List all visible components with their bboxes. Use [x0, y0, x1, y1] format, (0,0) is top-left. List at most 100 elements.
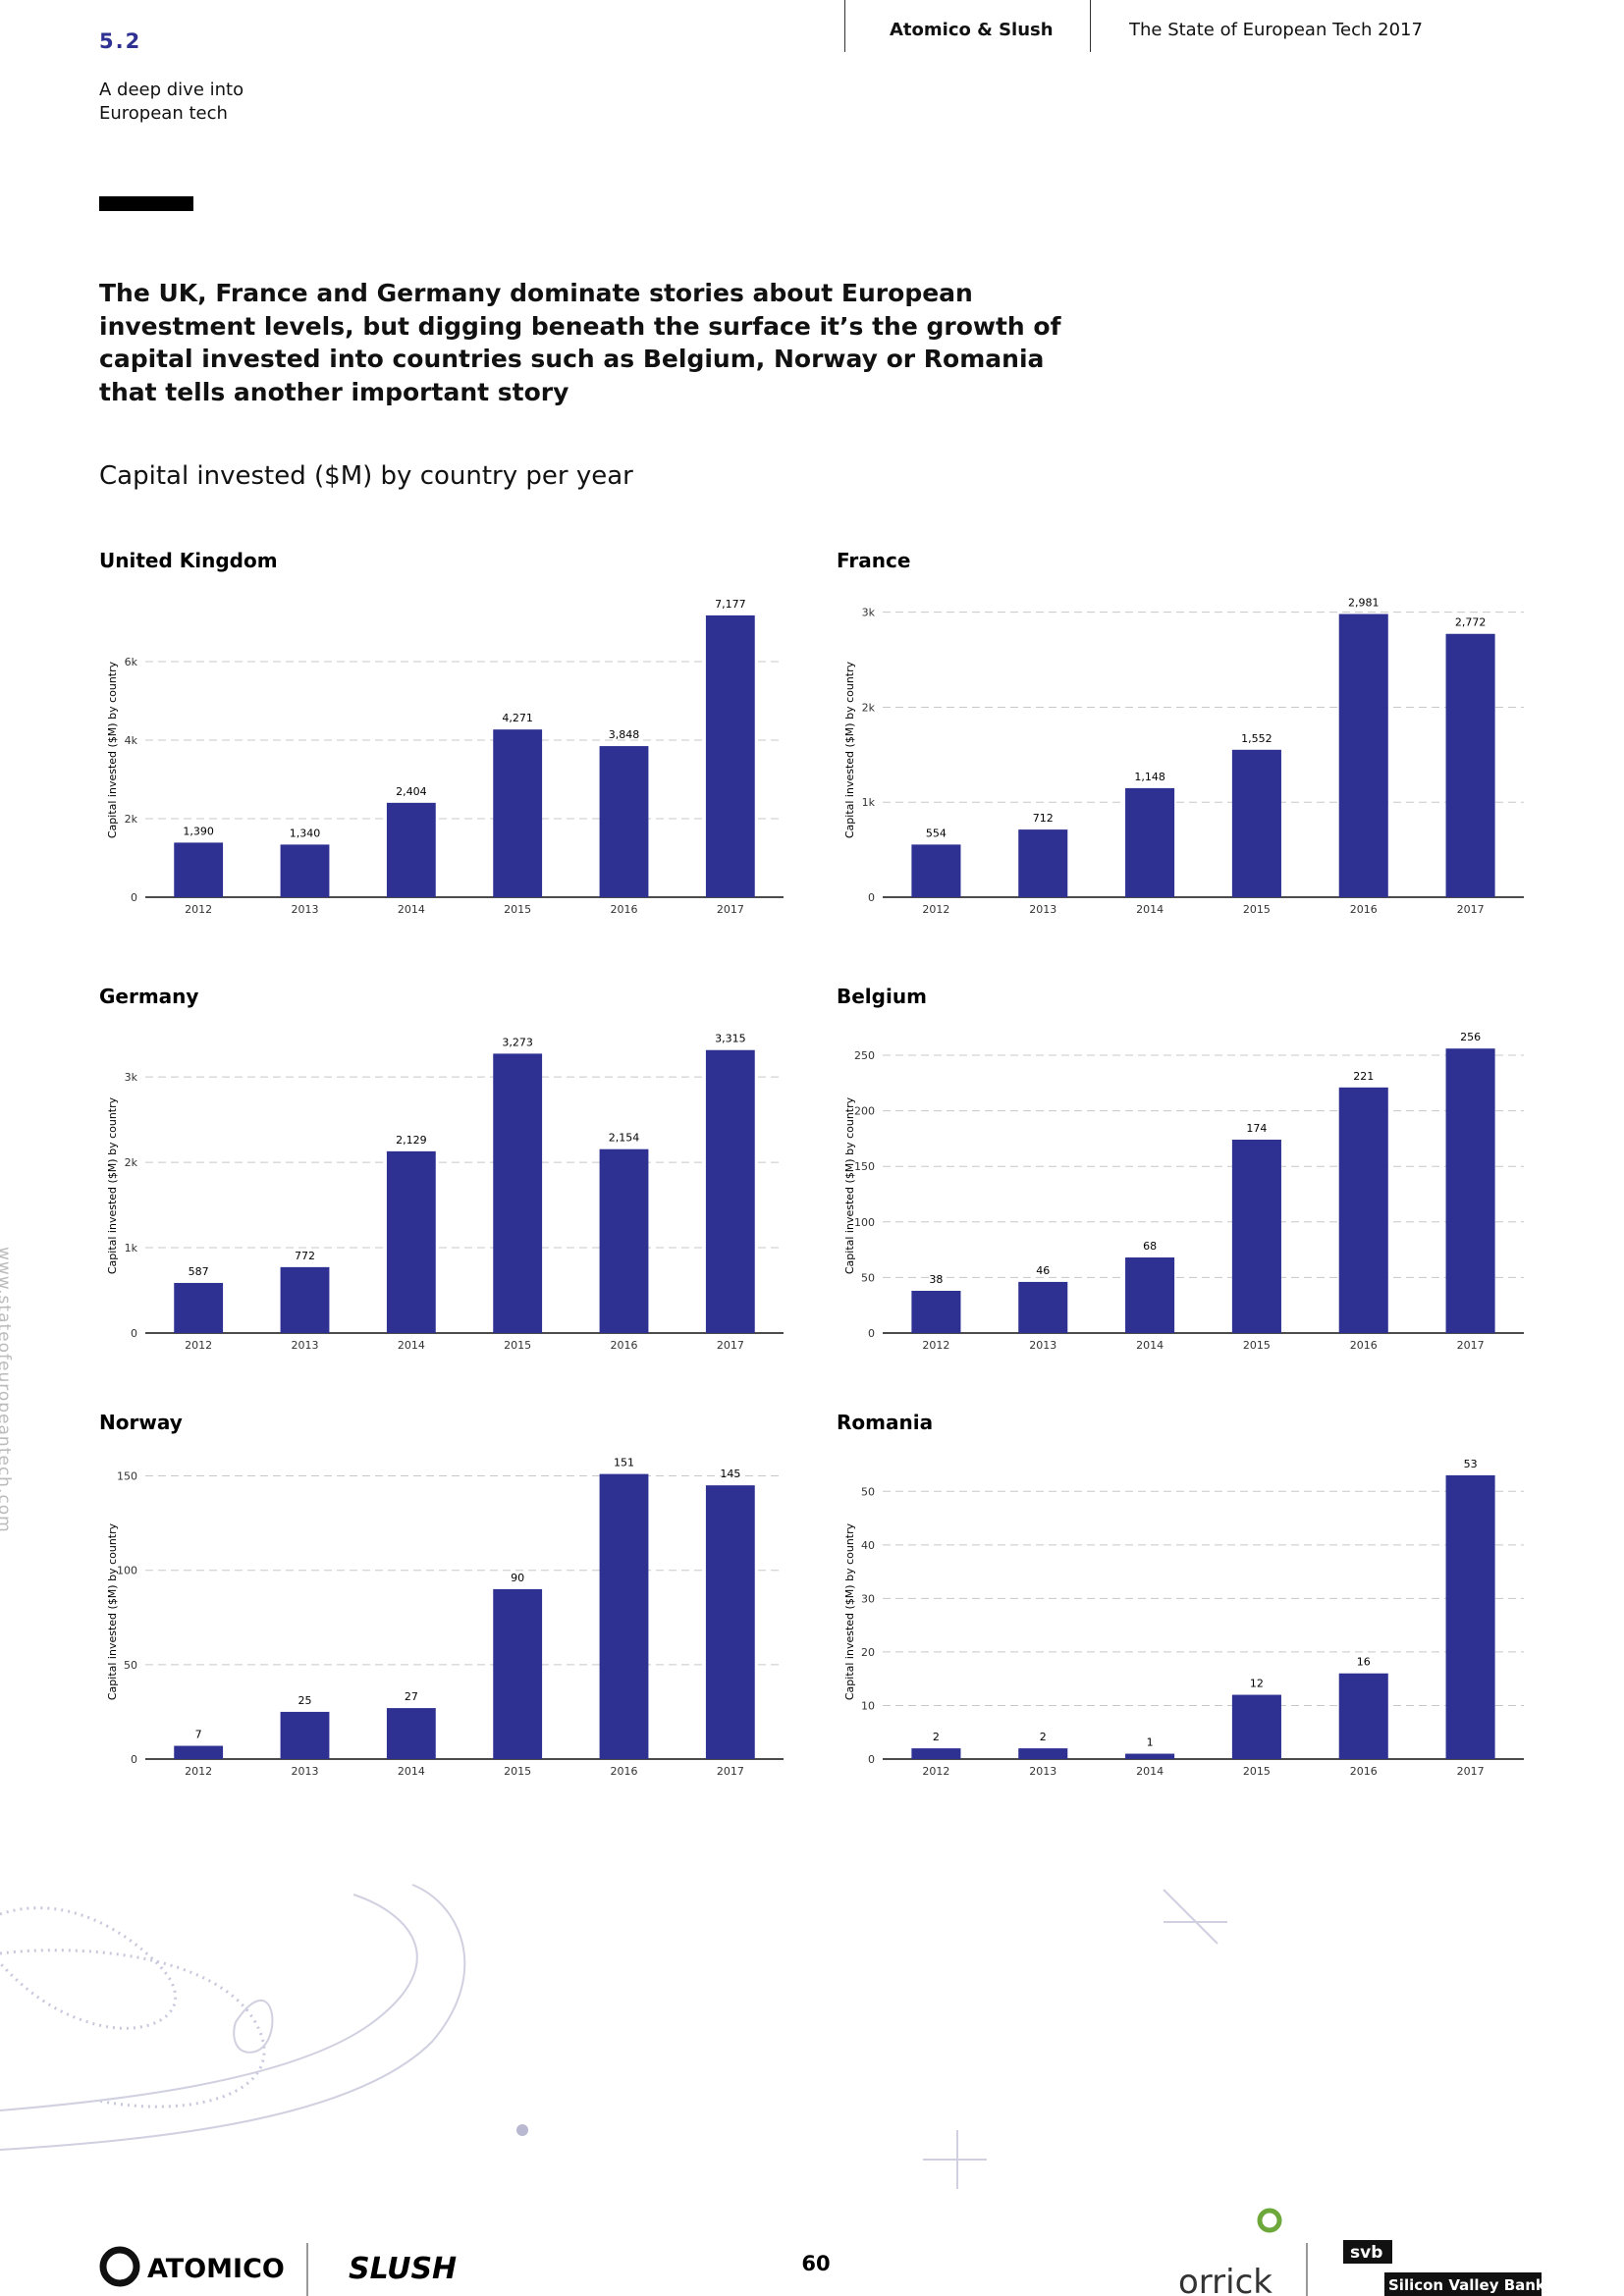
- value-label: 554: [926, 827, 947, 839]
- value-label: 174: [1246, 1122, 1267, 1135]
- x-tick-label: 2013: [1029, 1765, 1056, 1778]
- bar: [1018, 829, 1068, 897]
- bar: [1231, 1694, 1281, 1759]
- y-tick-label: 150: [117, 1470, 137, 1483]
- x-tick-label: 2015: [504, 1765, 531, 1778]
- y-tick-label: 3k: [125, 1071, 138, 1084]
- bar: [1125, 1257, 1175, 1333]
- y-axis-label: Capital invested ($M) by country: [843, 1096, 856, 1274]
- y-tick-label: 0: [131, 891, 137, 904]
- section-title-line: A deep dive into: [99, 80, 244, 100]
- x-tick-label: 2012: [922, 1339, 949, 1352]
- value-label: 2: [1040, 1731, 1047, 1743]
- y-tick-label: 10: [861, 1699, 875, 1712]
- bar: [911, 844, 961, 897]
- bar: [280, 1711, 330, 1759]
- x-tick-label: 2012: [922, 903, 949, 916]
- value-label: 7,177: [715, 598, 746, 611]
- x-tick-label: 2015: [1243, 1765, 1271, 1778]
- y-tick-label: 200: [854, 1105, 875, 1118]
- y-tick-label: 0: [868, 1327, 875, 1340]
- value-label: 145: [720, 1468, 740, 1480]
- x-tick-label: 2013: [292, 1765, 319, 1778]
- svb-box: [1384, 2272, 1542, 2296]
- x-tick-label: 2012: [922, 1765, 949, 1778]
- y-axis-label: Capital invested ($M) by country: [106, 661, 119, 838]
- x-tick-label: 2015: [1243, 903, 1271, 916]
- bar: [174, 1282, 224, 1333]
- logo-svb-name: Silicon Valley Bank: [1388, 2276, 1546, 2294]
- value-label: 1,552: [1241, 732, 1272, 745]
- bar: [386, 1150, 436, 1333]
- y-tick-label: 1k: [125, 1242, 138, 1255]
- bar: [1338, 1087, 1388, 1333]
- chart-title: Belgium: [837, 985, 927, 1008]
- x-tick-label: 2017: [1457, 903, 1485, 916]
- value-label: 772: [295, 1250, 315, 1262]
- y-axis-label: Capital invested ($M) by country: [843, 661, 856, 838]
- bar: [1231, 749, 1281, 897]
- bar: [1445, 1474, 1495, 1759]
- bar: [1125, 1753, 1175, 1759]
- y-tick-label: 0: [131, 1753, 137, 1766]
- headline: The UK, France and Germany dominate stor…: [99, 277, 1060, 408]
- value-label: 221: [1353, 1070, 1374, 1083]
- y-tick-label: 0: [131, 1327, 137, 1340]
- chart-title: United Kingdom: [99, 549, 278, 572]
- value-label: 3,848: [609, 728, 640, 741]
- orrick-mark: [1257, 2208, 1282, 2233]
- bar: [599, 1148, 649, 1333]
- value-label: 12: [1250, 1678, 1264, 1690]
- x-tick-label: 2015: [504, 903, 531, 916]
- value-label: 1,340: [290, 827, 321, 839]
- section-number: 5.2: [99, 29, 142, 53]
- y-axis-label: Capital invested ($M) by country: [843, 1522, 856, 1700]
- chart-title: France: [837, 549, 910, 572]
- bar: [705, 1049, 755, 1333]
- x-tick-label: 2016: [1350, 1765, 1378, 1778]
- report-title: The State of European Tech 2017: [1129, 20, 1423, 40]
- x-tick-label: 2013: [292, 903, 319, 916]
- bar: [911, 1290, 961, 1333]
- bar: [1018, 1281, 1068, 1333]
- x-tick-label: 2014: [1136, 1339, 1164, 1352]
- value-label: 2,772: [1455, 616, 1487, 629]
- decoration: [0, 1884, 1227, 2189]
- bar: [1338, 614, 1388, 897]
- bar: [599, 1473, 649, 1759]
- bar: [1231, 1140, 1281, 1333]
- headline-line: that tells another important story: [99, 377, 569, 406]
- section-title: A deep dive into European tech: [99, 79, 244, 126]
- bar: [1445, 633, 1495, 897]
- x-tick-label: 2012: [185, 1339, 212, 1352]
- contour: [0, 1949, 266, 2109]
- value-label: 53: [1464, 1458, 1478, 1470]
- value-label: 2,154: [609, 1132, 640, 1145]
- chart-title: Germany: [99, 985, 198, 1008]
- y-tick-label: 2k: [125, 813, 138, 826]
- y-tick-label: 3k: [862, 607, 876, 619]
- value-label: 1,390: [183, 825, 214, 837]
- value-label: 4,271: [502, 712, 533, 724]
- x-tick-label: 2012: [185, 1765, 212, 1778]
- value-label: 587: [189, 1265, 209, 1278]
- bar: [174, 1745, 224, 1759]
- contour: [0, 1906, 178, 2030]
- value-label: 38: [929, 1273, 943, 1286]
- y-tick-label: 100: [854, 1216, 875, 1229]
- value-label: 27: [405, 1690, 418, 1703]
- bar: [386, 1708, 436, 1759]
- headline-line: The UK, France and Germany dominate stor…: [99, 279, 973, 307]
- bar: [280, 1266, 330, 1333]
- contour: [0, 1884, 466, 2151]
- x-tick-label: 2016: [1350, 1339, 1378, 1352]
- y-axis-label: Capital invested ($M) by country: [106, 1096, 119, 1274]
- y-tick-label: 4k: [125, 734, 138, 747]
- x-tick-label: 2014: [1136, 1765, 1164, 1778]
- divider: [1090, 0, 1091, 52]
- subtitle: Capital invested ($M) by country per yea…: [99, 461, 633, 491]
- x-tick-label: 2016: [611, 1339, 638, 1352]
- value-label: 1: [1147, 1736, 1154, 1749]
- logo-svb: svb: [1350, 2243, 1382, 2263]
